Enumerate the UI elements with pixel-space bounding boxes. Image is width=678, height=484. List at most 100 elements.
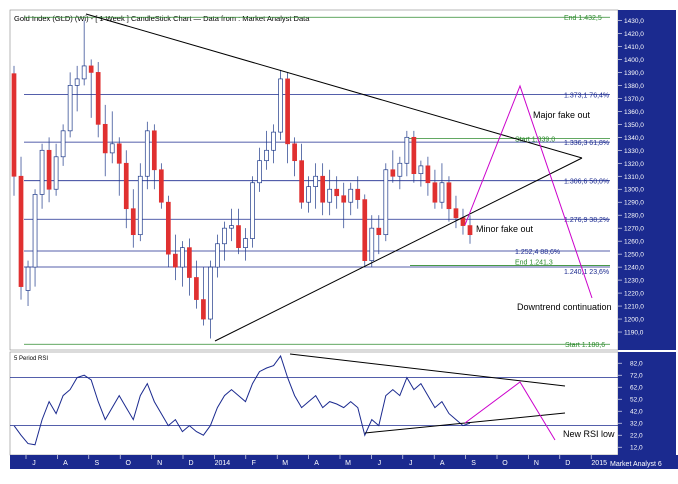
candle [460, 217, 466, 226]
candle [250, 182, 255, 239]
annotation-downtrend-continuation: Downtrend continuation [517, 302, 612, 312]
candle [165, 201, 171, 255]
candle [425, 165, 431, 184]
price-y-ticks: 1430,0 1420,0 1410,0 1400,0 1390,0 1380,0 1370… [618, 18, 644, 337]
price-tick-label: 1210,0 [624, 304, 644, 311]
level-label: Start 1.339,0 [515, 137, 555, 144]
price-tick-label: 1230,0 [624, 278, 644, 285]
lower-trendline [214, 157, 583, 342]
x-tick-label: 2015 [591, 460, 607, 467]
price-tick-label: 1280,0 [624, 213, 644, 220]
candle [292, 143, 297, 162]
x-ticks: J A S O N D 2014 F M A M J J A S O N D 2015 [25, 455, 607, 467]
candle [285, 78, 290, 145]
candle [222, 227, 227, 245]
candle [53, 156, 59, 190]
candle [243, 238, 248, 248]
candle [306, 186, 311, 203]
candle [25, 266, 31, 291]
candle [327, 188, 333, 203]
candle [404, 136, 410, 164]
candle [236, 225, 241, 248]
candle [397, 162, 403, 177]
upper-trendline [85, 13, 583, 159]
price-tick-label: 1380,0 [624, 83, 644, 90]
x-tick-label: A [440, 460, 445, 467]
rsi-y-ticks: 82,0 72,0 62,0 52,0 42,0 32,0 22,0 12,0 [10, 361, 643, 452]
candle [60, 130, 66, 158]
rsi-tick-label: 12,0 [630, 445, 643, 452]
rsi-tick-label: 22,0 [630, 433, 643, 440]
candle [137, 175, 143, 236]
candle [116, 143, 122, 164]
rsi-line [13, 354, 471, 446]
candle [467, 225, 473, 236]
price-y-axis [618, 10, 676, 350]
rsi-tick-label: 42,0 [630, 409, 643, 416]
candle [39, 149, 45, 195]
level-label: 1.306,6 50,0% [564, 179, 609, 186]
candle [123, 162, 129, 210]
level-label: Start 1.180,6 [565, 342, 605, 349]
x-tick-label: S [94, 460, 99, 467]
x-tick-label: O [125, 460, 131, 467]
price-tick-label: 1340,0 [624, 135, 644, 142]
level-label: 1.252,4 88,6% [515, 249, 560, 256]
x-tick-label: M [345, 460, 351, 467]
price-tick-label: 1260,0 [624, 239, 644, 246]
candle [215, 243, 220, 268]
candle [46, 149, 52, 190]
level-label: 1.336,3 61,8% [564, 140, 609, 147]
x-tick-label: 2014 [215, 460, 231, 467]
price-tick-label: 1220,0 [624, 291, 644, 298]
x-tick-label: J [409, 460, 413, 467]
price-projection [464, 84, 593, 299]
candle [194, 277, 199, 300]
rsi-tick-label: 52,0 [630, 397, 643, 404]
candle [144, 130, 150, 177]
rsi-upper-trendline [289, 353, 566, 387]
x-tick-label: D [565, 460, 570, 467]
candle [151, 130, 157, 171]
candle [411, 136, 417, 175]
level-label: End 1.241,3 [515, 259, 553, 266]
x-tick-label: O [502, 460, 508, 467]
candle [348, 188, 354, 203]
price-tick-label: 1290,0 [624, 200, 644, 207]
x-tick-label: D [188, 460, 193, 467]
price-tick-label: 1330,0 [624, 148, 644, 155]
candle [299, 160, 304, 203]
candle [313, 175, 319, 187]
price-tick-label: 1310,0 [624, 174, 644, 181]
price-tick-label: 1400,0 [624, 57, 644, 64]
rsi-tick-label: 62,0 [630, 385, 643, 392]
candle [376, 227, 382, 236]
candle [81, 65, 87, 80]
rsi-series [13, 354, 471, 446]
candle [208, 266, 213, 320]
candle [362, 199, 368, 261]
candle [271, 131, 276, 151]
x-tick-label: S [471, 460, 476, 467]
price-tick-label: 1190,0 [624, 330, 644, 337]
price-tick-label: 1320,0 [624, 161, 644, 168]
level-label: 1.373,1 76,4% [564, 92, 609, 99]
candle [439, 182, 445, 203]
annotation-minor-fake-out: Minor fake out [476, 224, 534, 234]
price-tick-label: 1390,0 [624, 70, 644, 77]
price-tick-label: 1300,0 [624, 187, 644, 194]
candle [109, 143, 115, 154]
rsi-y-axis [618, 352, 676, 455]
rsi-plot-area [9, 351, 619, 456]
candles [11, 20, 473, 339]
price-tick-label: 1370,0 [624, 96, 644, 103]
candle [201, 299, 206, 320]
candle [11, 73, 17, 177]
candle [334, 188, 340, 197]
candle [229, 225, 234, 229]
rsi-tick-label: 32,0 [630, 421, 643, 428]
x-tick-label: J [378, 460, 382, 467]
x-tick-label: M [282, 460, 288, 467]
candle [390, 169, 396, 177]
